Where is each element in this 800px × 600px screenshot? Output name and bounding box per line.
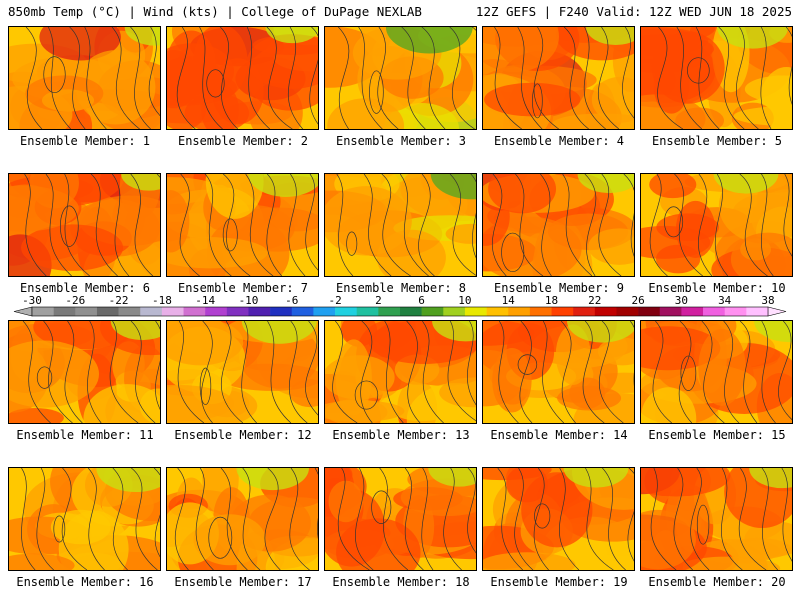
- colorbar-low-arrow: [13, 306, 33, 317]
- ensemble-map-panel: [482, 320, 635, 424]
- colorbar-tick-label: -22: [109, 295, 129, 307]
- ensemble-member-caption: Ensemble Member: 13: [332, 428, 470, 442]
- ensemble-map-panel: [8, 26, 161, 130]
- colorbar-tick-label: 10: [458, 295, 471, 307]
- colorbar-tick-label: 22: [588, 295, 601, 307]
- colorbar-swatch: [659, 307, 682, 316]
- colorbar-swatch: [183, 307, 206, 316]
- colorbar-tick-label: 14: [502, 295, 516, 307]
- colorbar-swatch: [205, 307, 228, 316]
- colorbar-swatch: [421, 307, 444, 316]
- ensemble-member-caption: Ensemble Member: 3: [335, 134, 467, 148]
- ensemble-member-caption: Ensemble Member: 9: [493, 281, 625, 295]
- ensemble-member-caption: Ensemble Member: 17: [174, 575, 312, 589]
- ensemble-map-panel: [8, 467, 161, 571]
- ensemble-member-caption: Ensemble Member: 15: [648, 428, 786, 442]
- colorbar-swatch: [703, 307, 726, 316]
- colorbar-tick-label: 38: [761, 295, 774, 307]
- colorbar-swatch: [464, 307, 487, 316]
- ensemble-member-caption: Ensemble Member: 8: [335, 281, 467, 295]
- colorbar-tick-label: -18: [152, 295, 172, 307]
- colorbar-tick-label: -10: [239, 295, 259, 307]
- ensemble-member-caption: Ensemble Member: 5: [651, 134, 783, 148]
- ensemble-map-panel: [8, 173, 161, 277]
- colorbar-tick-label: 30: [675, 295, 688, 307]
- ensemble-map-panel: [640, 320, 793, 424]
- colorbar-swatch: [508, 307, 531, 316]
- colorbar-swatch: [161, 307, 184, 316]
- colorbar-swatch: [335, 307, 358, 316]
- ensemble-map-panel: [166, 26, 319, 130]
- colorbar-swatch: [724, 307, 747, 316]
- colorbar-swatch: [356, 307, 379, 316]
- ensemble-map-panel: [324, 26, 477, 130]
- colorbar-tick-label: 2: [375, 295, 382, 307]
- ensemble-member-caption: Ensemble Member: 4: [493, 134, 625, 148]
- colorbar-tick-label: 18: [545, 295, 558, 307]
- colorbar-tick-label: -26: [65, 295, 85, 307]
- colorbar-swatch: [118, 307, 141, 316]
- colorbar-tick-label: -2: [328, 295, 341, 307]
- colorbar-tick-label: 6: [418, 295, 425, 307]
- ensemble-map-panel: [482, 467, 635, 571]
- ensemble-member-caption: Ensemble Member: 18: [332, 575, 470, 589]
- colorbar-swatch: [32, 307, 54, 316]
- ensemble-map-panel: [166, 173, 319, 277]
- colorbar-swatch: [313, 307, 336, 316]
- colorbar-swatch: [746, 307, 769, 316]
- colorbar-swatch: [96, 307, 119, 316]
- colorbar-swatch: [400, 307, 422, 316]
- colorbar-swatch: [638, 307, 661, 316]
- ensemble-map-panel: [8, 320, 161, 424]
- colorbar-swatch: [291, 307, 314, 316]
- ensemble-map-panel: [640, 173, 793, 277]
- ensemble-member-caption: Ensemble Member: 1: [19, 134, 151, 148]
- colorbar-swatch: [248, 307, 271, 316]
- colorbar-swatch: [270, 307, 293, 316]
- ensemble-member-caption: Ensemble Member: 7: [177, 281, 309, 295]
- ensemble-map-panel: [324, 320, 477, 424]
- ensemble-map-panel: [324, 173, 477, 277]
- ensemble-member-caption: Ensemble Member: 12: [174, 428, 312, 442]
- ensemble-member-caption: Ensemble Member: 11: [16, 428, 154, 442]
- ensemble-map-panel: [166, 320, 319, 424]
- map-title: 850mb Temp (°C) | Wind (kts) | College o…: [8, 4, 422, 19]
- colorbar-tick-label: 26: [631, 295, 644, 307]
- colorbar-high-arrow: [767, 306, 787, 317]
- colorbar-swatch: [551, 307, 574, 316]
- colorbar-swatch: [573, 307, 596, 316]
- ensemble-map-panel: [166, 467, 319, 571]
- colorbar-swatch: [529, 307, 552, 316]
- model-run-info: 12Z GEFS | F240 Valid: 12Z WED JUN 18 20…: [475, 4, 792, 19]
- colorbar-tick-label: -6: [285, 295, 298, 307]
- colorbar-swatch: [486, 307, 509, 316]
- colorbar-swatch: [681, 307, 704, 316]
- colorbar-swatch: [75, 307, 98, 316]
- ensemble-member-caption: Ensemble Member: 16: [16, 575, 154, 589]
- colorbar-swatch: [53, 307, 76, 316]
- colorbar-swatch: [443, 307, 466, 316]
- colorbar-swatch: [616, 307, 639, 316]
- colorbar-tick-label: 34: [718, 295, 732, 307]
- ensemble-member-caption: Ensemble Member: 14: [490, 428, 628, 442]
- colorbar-swatch: [378, 307, 401, 316]
- colorbar-tick-label: -14: [195, 295, 215, 307]
- colorbar-tick-label: -30: [22, 295, 42, 307]
- ensemble-member-caption: Ensemble Member: 19: [490, 575, 628, 589]
- ensemble-map-panel: [324, 467, 477, 571]
- temperature-colorbar: -30 -26 -22 -18 -14 -10 -6 -2 2 6 10 14 18 22 26 30 34 38…: [13, 295, 787, 317]
- ensemble-map-panel: [482, 173, 635, 277]
- ensemble-member-caption: Ensemble Member: 20: [648, 575, 786, 589]
- colorbar-swatch: [226, 307, 249, 316]
- ensemble-member-caption: Ensemble Member: 2: [177, 134, 309, 148]
- colorbar-swatch: [140, 307, 163, 316]
- ensemble-member-caption: Ensemble Member: 6: [19, 281, 151, 295]
- ensemble-map-panel: [640, 467, 793, 571]
- ensemble-map-panel: [640, 26, 793, 130]
- ensemble-map-panel: [482, 26, 635, 130]
- colorbar-swatch: [594, 307, 617, 316]
- ensemble-member-caption: Ensemble Member: 10: [648, 281, 786, 295]
